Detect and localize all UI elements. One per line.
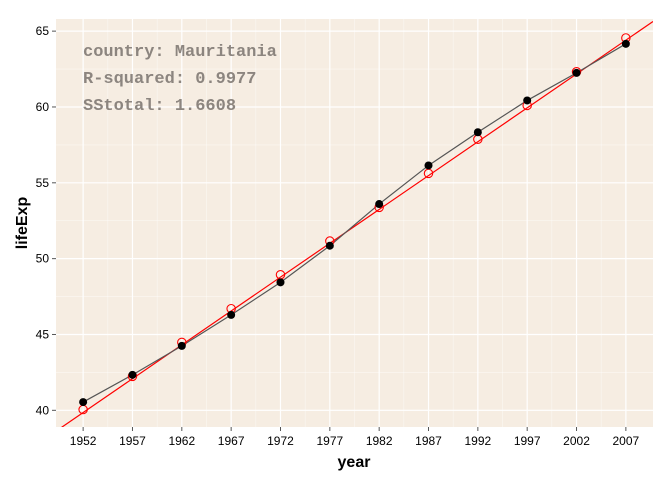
y-axis: 40 45 50 55 60 65 [36,24,56,417]
x-tick-label: 1957 [119,434,146,448]
x-axis: 1952 1957 1962 1967 1972 1977 1982 1987 1992 1997… [70,427,640,448]
observed-point [276,278,285,287]
observed-point [227,310,236,319]
x-tick-label: 1982 [366,434,393,448]
observed-point [572,68,581,77]
y-axis-title: lifeExp [14,197,31,250]
y-tick-label: 40 [36,403,50,417]
y-tick-label: 65 [36,24,50,38]
x-tick-label: 2002 [563,434,590,448]
observed-point [79,398,88,407]
x-tick-label: 1977 [316,434,343,448]
major-gridlines [56,19,653,427]
regression-line [61,21,653,427]
x-tick-label: 1992 [464,434,491,448]
minor-gridlines [56,19,653,427]
plot-layer [61,21,653,427]
observed-point [325,241,334,250]
y-tick-label: 55 [36,176,50,190]
y-tick-label: 60 [36,100,50,114]
observed-line [82,43,627,403]
observed-point [473,128,482,137]
observed-point [128,370,137,379]
annotation-sstotal: SStotal: 1.6608 [83,97,236,116]
y-tick-label: 50 [36,252,50,266]
x-tick-label: 1967 [218,434,245,448]
x-tick-label: 1952 [70,434,97,448]
x-tick-label: 2007 [613,434,640,448]
x-tick-label: 1987 [415,434,442,448]
observed-point [177,341,186,350]
observed-point [621,39,630,48]
observed-point [523,96,532,105]
x-tick-label: 1972 [267,434,294,448]
annotation-country: country: Mauritania [83,43,277,62]
annotation-r-squared: R-squared: 0.9977 [83,70,256,89]
x-axis-title: year [338,454,371,471]
observed-point [375,200,384,209]
y-tick-label: 45 [36,327,50,341]
annotations: country: Mauritania R-squared: 0.9977 SS… [83,43,277,116]
x-tick-label: 1962 [168,434,195,448]
x-tick-label: 1997 [514,434,541,448]
observed-point [424,161,433,170]
